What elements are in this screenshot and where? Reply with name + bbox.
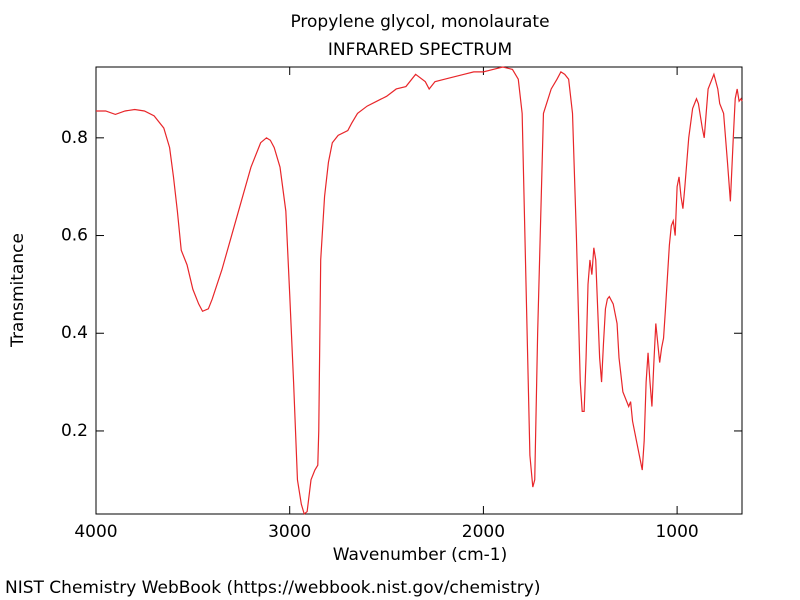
- plot-frame: [95, 66, 743, 515]
- x-tick-label: 3000: [268, 522, 311, 542]
- chart-title: Propylene glycol, monolaurate: [290, 12, 549, 32]
- x-axis-label: Wavenumber (cm-1): [333, 545, 508, 565]
- x-tick-label: 2000: [462, 522, 505, 542]
- x-tick-label: 4000: [74, 522, 117, 542]
- y-tick-label: 0.8: [61, 128, 88, 148]
- footer: NIST Chemistry WebBook (https://webbook.…: [5, 578, 540, 598]
- chart-subtitle: INFRARED SPECTRUM: [328, 40, 512, 60]
- y-tick-label: 0.6: [61, 226, 88, 246]
- x-tick-label: 1000: [655, 522, 698, 542]
- spectrum-line: [96, 66, 743, 516]
- y-tick-label: 0.2: [61, 421, 88, 441]
- y-axis-label: Transmitance: [8, 233, 28, 348]
- y-tick-label: 0.4: [61, 323, 88, 343]
